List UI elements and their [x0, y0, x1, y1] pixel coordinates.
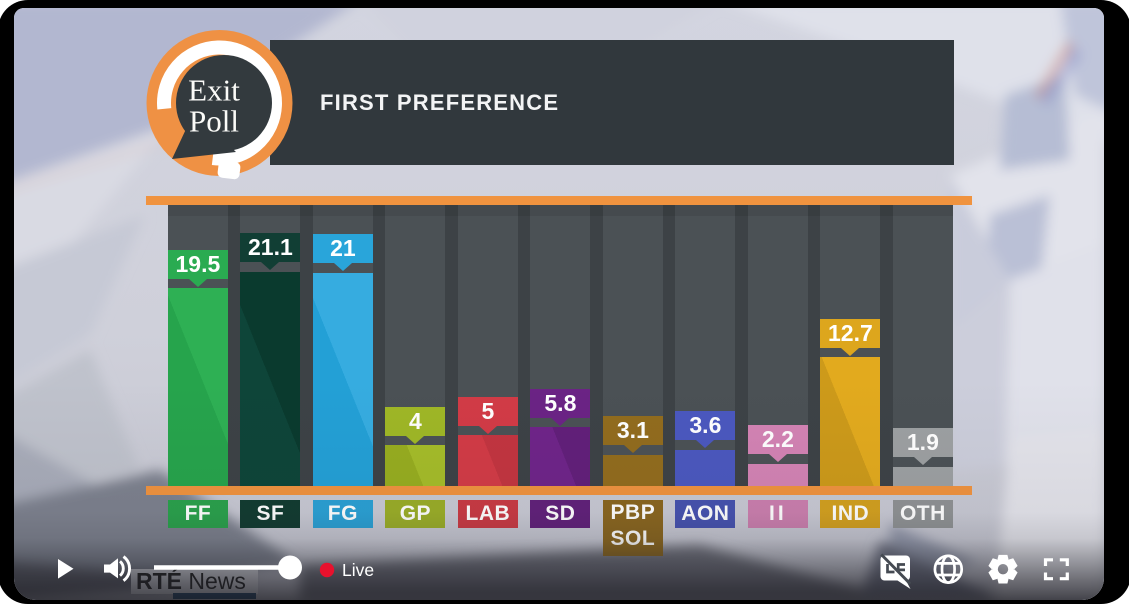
svg-text:Poll: Poll — [189, 104, 239, 139]
svg-text:Live: Live — [342, 560, 374, 580]
svg-text:Exit: Exit — [188, 73, 240, 108]
